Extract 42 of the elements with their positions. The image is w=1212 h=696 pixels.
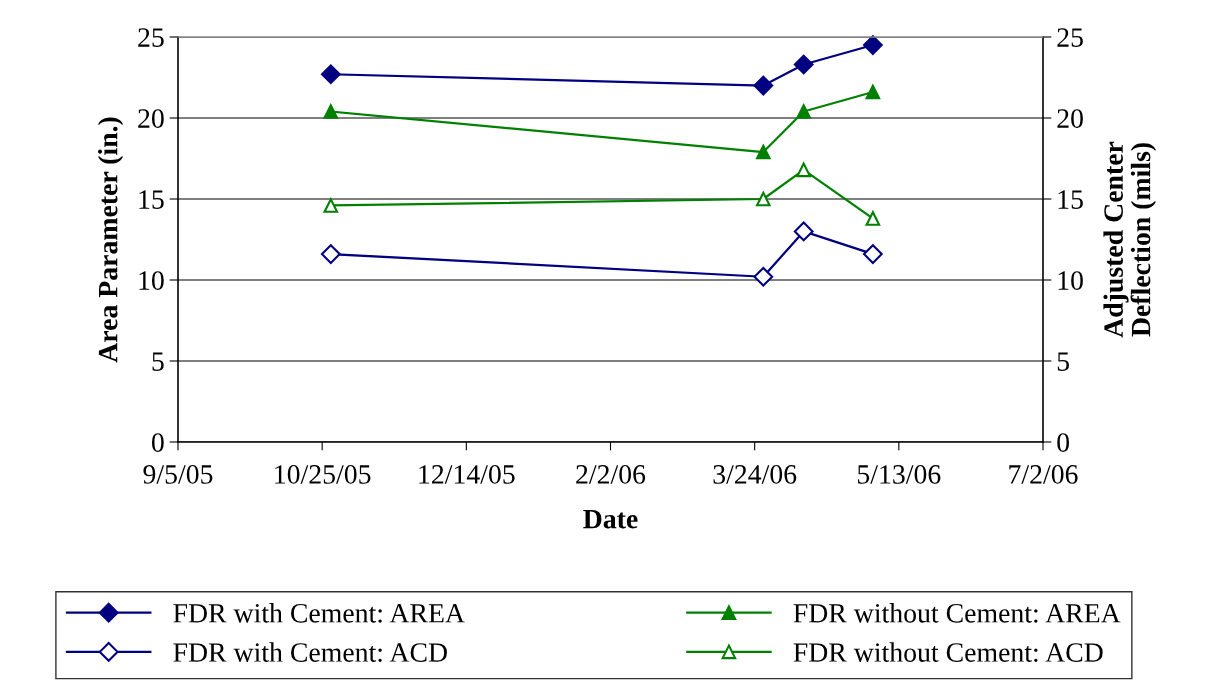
y-tick-label: 5 (152, 352, 164, 371)
point (793, 221, 814, 242)
point (865, 211, 881, 226)
point (753, 75, 774, 96)
y-tick-label: 15 (139, 190, 164, 209)
x-tick-label: 10/25/05 (275, 465, 371, 484)
y2-tick-label: 15 (1058, 190, 1083, 209)
y2-tick-label: 25 (1057, 28, 1083, 47)
point (323, 104, 339, 119)
point (863, 244, 883, 264)
legend-label: FDR without Cement: AREA (793, 603, 1121, 623)
x-tick-label: 3/24/06 (713, 465, 797, 484)
y-tick-label: 25 (138, 28, 164, 47)
point (756, 191, 771, 207)
y2-tick-label: 5 (1057, 352, 1069, 371)
x-tick-label: 5/13/06 (858, 465, 941, 484)
y2-tick-label: 20 (1057, 109, 1083, 128)
legend-label: FDR without Cement: ACD (793, 642, 1103, 662)
y-tick-label: 0 (151, 433, 164, 452)
y2-axis-title: Adjusted Center Deflection (mils) (1103, 141, 1157, 338)
point (796, 162, 811, 178)
point (796, 104, 811, 119)
point (863, 35, 883, 55)
point (865, 84, 881, 100)
y2-tick-label: 0 (1057, 433, 1070, 452)
point (323, 198, 339, 213)
point (793, 54, 814, 75)
x-tick-label: 2/2/06 (576, 465, 646, 484)
point (753, 266, 774, 287)
y-tick-label: 10 (139, 271, 164, 290)
x-axis-title: Date (583, 509, 638, 529)
point (756, 144, 771, 160)
point (320, 244, 341, 264)
y-axis-title: Area Parameter (in.) (97, 117, 124, 363)
y-tick-label: 20 (138, 109, 164, 128)
point (320, 64, 341, 85)
legend-label: FDR with Cement: ACD (173, 642, 447, 662)
x-tick-label: 12/14/05 (419, 465, 515, 484)
x-tick-label: 7/2/06 (1009, 465, 1078, 484)
legend-label: FDR with Cement: AREA (173, 603, 465, 623)
y2-tick-label: 10 (1058, 271, 1083, 290)
x-tick-label: 9/5/05 (143, 465, 213, 484)
